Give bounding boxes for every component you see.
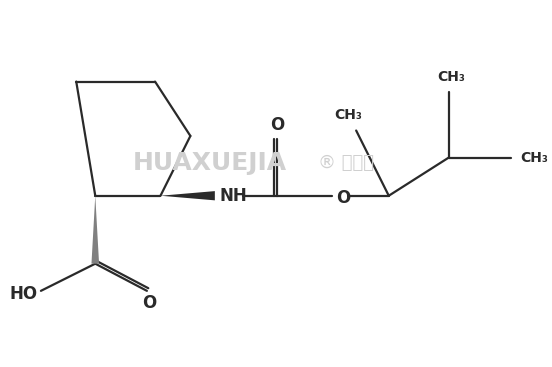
Text: CH₃: CH₃ [437,70,465,84]
Text: HO: HO [9,284,38,302]
Text: O: O [336,189,351,207]
Text: NH: NH [219,187,247,205]
Text: O: O [270,116,284,134]
Polygon shape [92,196,99,264]
Text: CH₃: CH₃ [520,151,548,165]
Text: HUAXUEJIA: HUAXUEJIA [132,151,286,175]
Polygon shape [161,191,215,200]
Text: CH₃: CH₃ [334,108,362,122]
Text: O: O [142,294,157,312]
Text: ® 化学加: ® 化学加 [318,154,374,172]
